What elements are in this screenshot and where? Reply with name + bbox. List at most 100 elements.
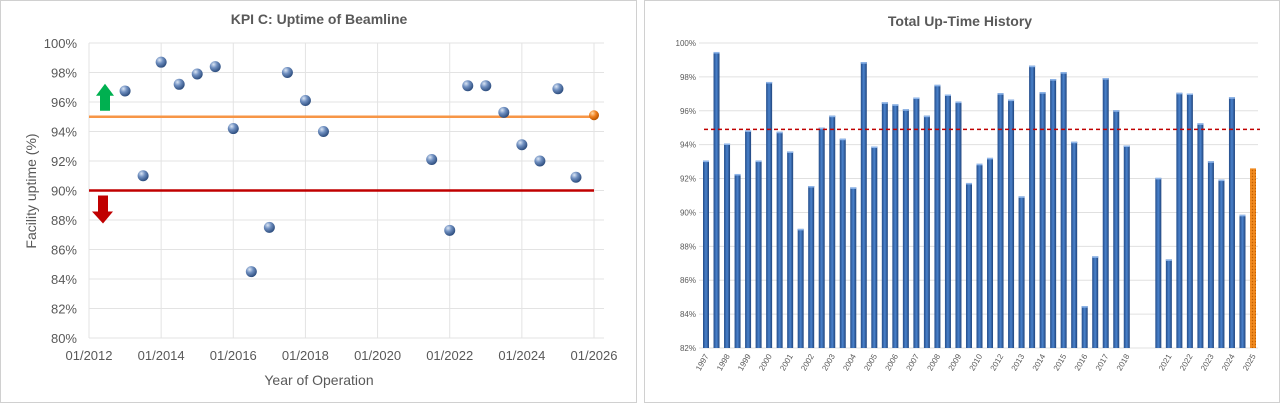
chart-title: KPI C: Uptime of Beamline [231,11,408,27]
data-point [209,61,221,73]
bar [987,157,994,348]
bar [976,163,983,348]
data-point [552,83,564,95]
bar [1123,145,1130,348]
bar [1228,97,1235,348]
bar-cap [923,115,930,118]
bar-cap [1060,72,1067,74]
x-tick-label: 2007 [904,352,921,372]
x-tick-label: 2008 [925,352,942,372]
bar [839,138,846,348]
y-tick-label: 94% [680,141,696,150]
x-tick-label: 2002 [799,352,816,372]
bar-cap [1207,161,1214,163]
bar-cap [829,115,836,118]
bar [944,94,951,348]
data-point [173,78,185,90]
x-tick-label: 1999 [736,352,753,372]
y-tick-label: 84% [51,272,77,287]
data-point [245,266,257,278]
bar-cap [892,104,899,106]
bar [745,130,752,348]
bar-cap [881,102,888,104]
data-point [227,123,239,135]
y-tick-label: 80% [51,331,77,346]
bar [955,101,962,348]
y-tick-label: 100% [676,39,696,48]
current-data-point [589,110,599,121]
x-tick-label: 2025 [1241,352,1258,372]
bar-cap [766,81,773,84]
bar [1060,72,1067,349]
bar-cap [1081,306,1088,308]
y-tick-label: 84% [680,310,696,319]
bar [881,102,888,348]
x-tick-label: 2015 [1052,352,1069,372]
y-tick-label: 90% [51,184,77,199]
bar [1176,92,1183,348]
kpi-uptime-scatter-panel: KPI C: Uptime of Beamline Year of Operat… [0,0,637,403]
uptime-history-bar-panel: Total Up-Time History 82% 84% 86% 88% 90% 92%… [644,0,1280,403]
bar-cap [987,157,994,160]
x-tick-label: 2017 [1094,352,1111,372]
bar-cap [1186,93,1193,95]
bar-cap [787,151,794,153]
y-tick-label: 86% [51,243,77,258]
y-tick-label: 96% [680,107,696,116]
bar-cap [703,160,709,163]
bar [724,143,731,348]
data-point [191,68,203,80]
bar [713,51,720,348]
x-tick-label: 01/2018 [282,348,329,363]
bar [1039,92,1046,348]
bar [797,228,804,348]
data-point [534,155,546,167]
bar-cap [871,146,878,149]
data-point [516,139,528,151]
x-tick-label: 1997 [694,352,711,372]
data-point [444,224,456,236]
bar-cap [1239,214,1246,217]
y-tick-label: 92% [680,175,696,184]
bar [1029,65,1036,348]
bar [934,84,941,348]
current-bar [1250,168,1256,348]
bar [1218,179,1225,348]
bar-cap [976,163,983,166]
x-tick-label: 01/2012 [66,348,113,363]
bar-cap [1039,92,1046,94]
x-tick-label: 01/2024 [498,348,545,363]
bar [860,62,867,349]
bar [1050,79,1057,348]
x-tick-label: 2012 [989,352,1006,372]
bar-cap [713,51,720,54]
y-tick-label: 100% [44,36,78,51]
x-tick-label: 2014 [1031,352,1048,372]
bar-cap [1102,78,1109,80]
bar-cap [724,143,731,145]
data-point [317,126,329,137]
bar [776,131,783,348]
data-point [281,67,293,78]
bar [1092,256,1099,348]
bar [766,81,773,348]
x-tick-label: 2023 [1199,352,1216,372]
bar [818,127,825,348]
bar [829,115,836,348]
bar [1102,78,1109,348]
data-point [570,171,582,183]
bar-cap [1155,177,1162,180]
y-tick-label: 82% [680,344,696,353]
data-point [426,154,438,166]
bar-cap [902,109,909,111]
x-tick-label: 2010 [968,352,985,372]
bar-cap [797,228,804,231]
bar-cap [1113,110,1120,112]
bar-cap [955,101,962,104]
bar-cap [1123,145,1130,148]
bar-cap [818,127,825,130]
x-tick-label: 2003 [820,352,837,372]
x-tick-label: 2006 [883,352,900,372]
bar-chart: Total Up-Time History 82% 84% 86% 88% 90% 92%… [676,13,1260,372]
bar-cap [808,186,815,188]
